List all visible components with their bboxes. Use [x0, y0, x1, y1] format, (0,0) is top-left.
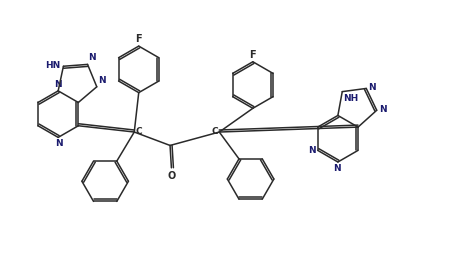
Text: F: F — [249, 49, 256, 60]
Text: N: N — [378, 105, 386, 114]
Text: N: N — [308, 146, 315, 155]
Text: N: N — [54, 80, 62, 89]
Text: HN: HN — [46, 61, 60, 70]
Text: NH: NH — [342, 94, 358, 103]
Text: O: O — [167, 171, 175, 181]
Text: C: C — [135, 127, 142, 136]
Text: N: N — [332, 164, 340, 173]
Text: N: N — [97, 76, 105, 85]
Text: N: N — [55, 139, 62, 148]
Text: C: C — [211, 127, 217, 136]
Text: F: F — [135, 34, 142, 44]
Text: N: N — [88, 53, 96, 62]
Text: N: N — [368, 83, 375, 92]
